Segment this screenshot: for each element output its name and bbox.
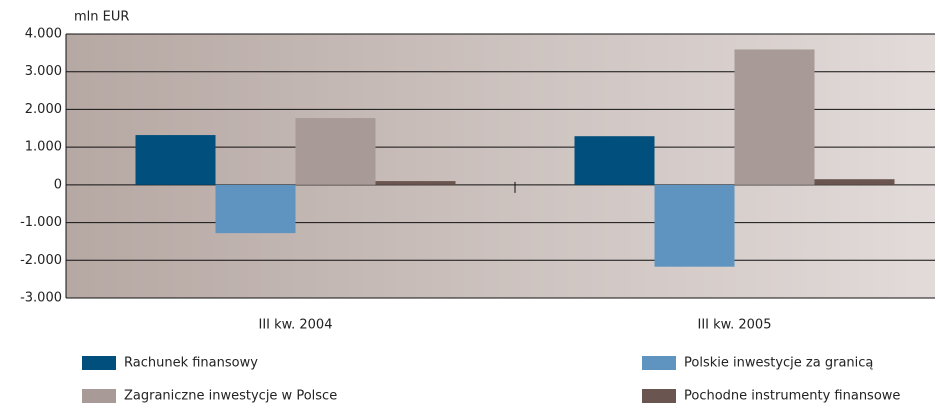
bar xyxy=(814,179,895,185)
legend-swatch xyxy=(642,389,676,403)
bar xyxy=(574,136,655,185)
bar xyxy=(734,49,815,185)
bar xyxy=(215,184,296,234)
y-tick-label: -2.000 xyxy=(20,253,62,268)
y-tick-label: -1.000 xyxy=(20,215,62,230)
legend-label: Rachunek finansowy xyxy=(124,356,258,371)
legend-swatch xyxy=(642,356,676,370)
bar xyxy=(295,118,376,185)
legend-label: Pochodne instrumenty finansowe xyxy=(684,389,900,404)
y-tick-label: 0 xyxy=(54,177,62,192)
bar xyxy=(135,135,216,185)
bar xyxy=(654,184,735,267)
y-tick-label: 1.000 xyxy=(25,140,62,155)
bar xyxy=(375,181,456,185)
legend-swatch xyxy=(82,356,116,370)
y-tick-label: 2.000 xyxy=(25,102,62,117)
x-tick-label: III kw. 2004 xyxy=(259,318,333,333)
legend-label: Polskie inwestycje za granicą xyxy=(684,356,873,371)
y-tick-label: 3.000 xyxy=(25,64,62,79)
y-axis-label: mln EUR xyxy=(74,10,129,25)
legend-label: Zagraniczne inwestycje w Polsce xyxy=(124,389,337,404)
y-tick-label: -3.000 xyxy=(20,291,62,306)
x-tick-label: III kw. 2005 xyxy=(698,318,772,333)
legend-swatch xyxy=(82,389,116,403)
y-tick-label: 4.000 xyxy=(25,27,62,42)
